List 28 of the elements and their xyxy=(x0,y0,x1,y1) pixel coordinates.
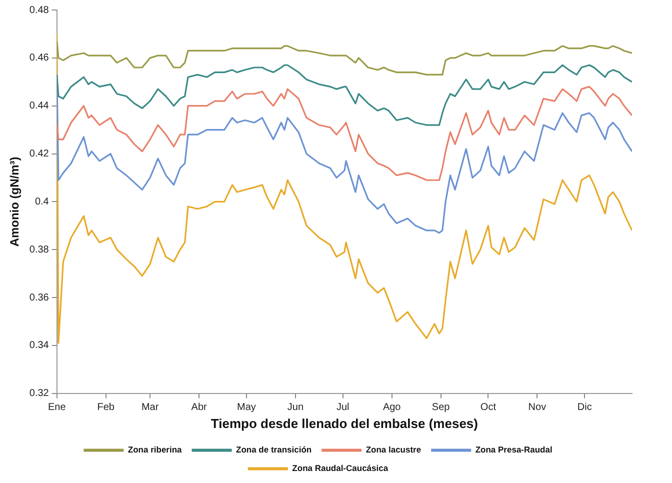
x-tick-label: May xyxy=(237,402,256,414)
legend-label: Zona riberina xyxy=(128,444,182,455)
legend-label: Zona Raudal-Caucásica xyxy=(292,463,388,474)
y-tick-label: 0.4 xyxy=(34,196,50,208)
x-tick-label: Abr xyxy=(191,402,208,414)
legend-label: Zona lacustre xyxy=(366,444,422,455)
legend-label: Zona Presa-Raudal xyxy=(475,444,552,455)
x-tick-label: Feb xyxy=(97,402,115,414)
y-tick-label: 0.46 xyxy=(29,52,50,64)
x-tick-label: Ene xyxy=(48,402,66,414)
legend-label: Zona de transición xyxy=(236,444,312,455)
y-tick-label: 0.42 xyxy=(29,148,50,160)
x-tick-label: Sep xyxy=(432,402,450,414)
x-tick-label: Ago xyxy=(382,402,402,414)
y-tick-label: 0.44 xyxy=(29,100,50,112)
x-tick-label: Jun xyxy=(287,402,304,414)
y-tick-label: 0.48 xyxy=(29,4,50,16)
x-tick-label: Oct xyxy=(480,402,496,414)
y-axis-title: Amonio (gN/m³) xyxy=(8,156,22,247)
x-axis-title: Tiempo desde llenado del embalse (meses) xyxy=(210,416,478,431)
x-tick-label: Mar xyxy=(141,402,160,414)
y-tick-label: 0.34 xyxy=(29,340,50,352)
y-tick-label: 0.36 xyxy=(29,292,50,304)
x-tick-label: Dic xyxy=(577,402,592,414)
y-tick-label: 0.32 xyxy=(29,388,50,400)
x-tick-label: Nov xyxy=(528,402,546,414)
y-tick-label: 0.38 xyxy=(29,244,50,256)
x-tick-label: Jul xyxy=(336,402,350,414)
